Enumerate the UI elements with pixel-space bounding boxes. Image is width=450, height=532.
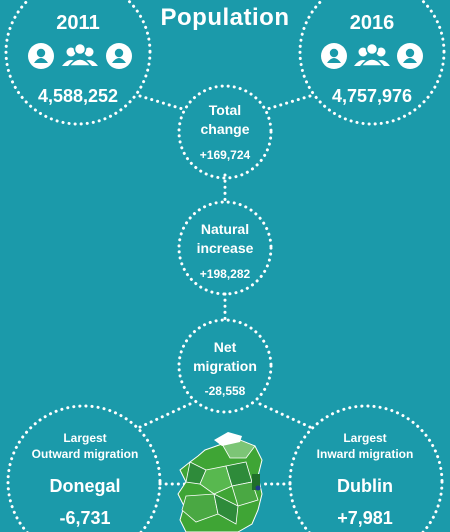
circle-net-migration xyxy=(177,318,273,414)
circle-total-change xyxy=(177,84,273,180)
population-2011: 4,588,252 xyxy=(37,86,119,106)
largest-inward-county: Dublin xyxy=(337,476,393,496)
largest-outward-value: -6,731 xyxy=(59,508,111,528)
connector-net-inward xyxy=(258,402,314,430)
connector-net-outward xyxy=(136,402,192,430)
population-2016: 4,757,976 xyxy=(331,86,413,106)
total-change-value: +169,724 xyxy=(199,148,251,162)
circle-natural-increase xyxy=(177,200,273,296)
group-icon xyxy=(62,42,98,67)
person-icon xyxy=(28,43,54,69)
largest-outward-label: Largest Outward migration xyxy=(31,431,139,461)
largest-inward-label: Largest Inward migration xyxy=(316,431,414,461)
people-icons-2016 xyxy=(321,42,423,69)
circle-2016 xyxy=(298,0,446,126)
natural-increase-value: +198,282 xyxy=(199,267,251,281)
circle-largest-outward xyxy=(6,404,162,532)
total-change-label: Total change xyxy=(200,102,250,137)
connector-2016-total xyxy=(262,94,312,112)
circle-2011 xyxy=(4,0,152,126)
net-migration-label: Net migration xyxy=(193,339,257,374)
person-icon xyxy=(321,43,347,69)
people-icons-2011 xyxy=(28,42,132,69)
page-title: Population xyxy=(160,4,290,31)
connector-2011-total xyxy=(138,94,188,112)
circle-largest-inward xyxy=(288,404,444,532)
net-migration-value: -28,558 xyxy=(204,384,246,398)
year-2016: 2016 xyxy=(349,12,395,34)
donegal-highlight xyxy=(214,432,242,446)
largest-outward-county: Donegal xyxy=(49,476,121,496)
ireland-map xyxy=(177,432,263,532)
year-2011: 2011 xyxy=(56,12,100,34)
dublin-marker xyxy=(255,485,261,491)
largest-inward-value: +7,981 xyxy=(337,508,393,528)
person-icon xyxy=(397,43,423,69)
group-icon xyxy=(354,42,390,67)
person-icon xyxy=(106,43,132,69)
natural-increase-label: Natural increase xyxy=(196,221,254,256)
